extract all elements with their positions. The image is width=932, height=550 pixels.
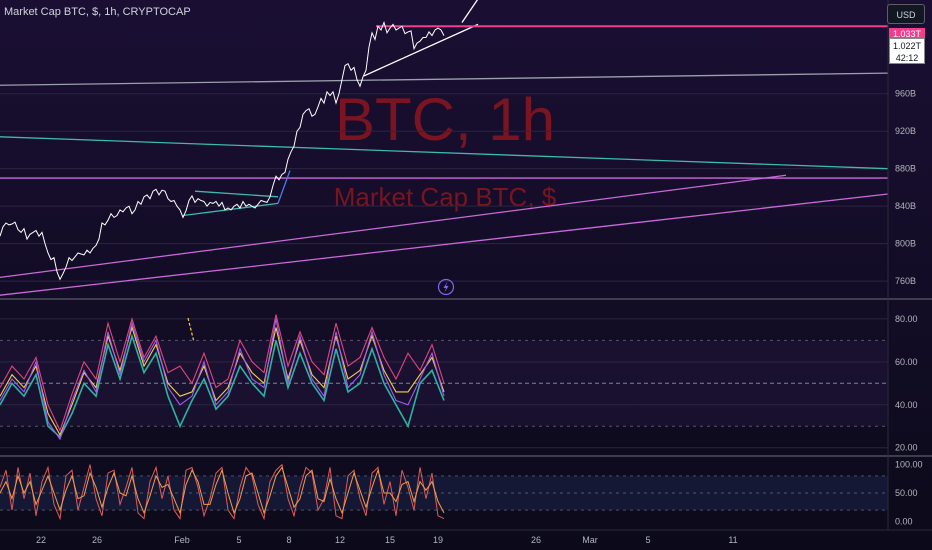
trendline-teal-line[interactable]	[0, 136, 889, 170]
x-tick-label: 15	[385, 535, 395, 545]
rsi-line	[0, 314, 445, 432]
x-tick-label: 22	[36, 535, 46, 545]
x-tick-label: 5	[645, 535, 650, 545]
main-y-tick-label: 920B	[895, 126, 916, 136]
last-price-tag: 1.022T 42:12	[889, 38, 925, 64]
x-tick-label: 26	[531, 535, 541, 545]
trendline-gray-line[interactable]	[0, 72, 889, 86]
stoch-line	[0, 466, 445, 515]
trendline-purple-lower[interactable]	[0, 193, 889, 296]
rsi-line	[0, 325, 445, 437]
main-gridlines	[0, 93, 888, 282]
trendline-white-steep[interactable]	[461, 0, 490, 23]
x-tick-label: 12	[335, 535, 345, 545]
watermark-symbol: BTC, 1h	[335, 86, 555, 153]
watermark-description: Market Cap BTC, $	[334, 182, 557, 212]
main-y-tick-label: 760B	[895, 276, 916, 286]
main-y-axis: 760B 800B 840B 880B 920B 960B	[895, 89, 916, 286]
stoch-y-axis: 0.00 50.00 100.00	[895, 460, 923, 527]
main-trendlines[interactable]	[0, 0, 889, 296]
stoch-y-tick-label: 100.00	[895, 460, 923, 470]
stoch-y-tick-label: 50.00	[895, 488, 918, 498]
price-line	[0, 20, 445, 281]
x-tick-label: 26	[92, 535, 102, 545]
trendline-blue-breakout[interactable]	[277, 170, 291, 204]
trendline-teal-flag-top[interactable]	[194, 190, 279, 198]
symbol-title[interactable]: Market Cap BTC, $, 1h, CRYPTOCAP	[4, 6, 191, 18]
trendline-white-trendline[interactable]	[363, 23, 479, 77]
x-tick-label: Mar	[582, 535, 598, 545]
bar-countdown: 42:12	[895, 53, 919, 63]
rsi-y-tick-label: 60.00	[895, 357, 918, 367]
rsi-y-axis: 20.00 40.00 60.00 80.00	[895, 314, 918, 453]
last-price-value: 1.022T	[892, 41, 922, 51]
x-tick-label: 19	[433, 535, 443, 545]
main-y-tick-label: 840B	[895, 201, 916, 211]
stoch-y-tick-label: 0.00	[895, 516, 913, 526]
x-tick-label: Feb	[174, 535, 190, 545]
lightning-icon[interactable]	[437, 278, 455, 296]
rsi-series	[0, 314, 445, 441]
time-axis[interactable]: 22 26 Feb 5 8 12 15 19 26 Mar 5 11	[36, 535, 738, 545]
rsi-line	[0, 333, 445, 439]
main-y-tick-label: 960B	[895, 89, 916, 99]
x-tick-label: 11	[728, 535, 737, 545]
rsi-y-tick-label: 80.00	[895, 314, 918, 324]
rsi-line	[0, 318, 445, 441]
x-tick-label: 8	[286, 535, 291, 545]
rsi-y-tick-label: 40.00	[895, 400, 918, 410]
main-y-tick-label: 800B	[895, 239, 916, 249]
rsi-y-tick-label: 20.00	[895, 443, 918, 453]
currency-button[interactable]: USD	[887, 4, 925, 24]
stoch-series	[0, 463, 445, 521]
rsi-dashed-marker	[187, 317, 195, 343]
x-tick-label: 5	[236, 535, 241, 545]
price-series	[0, 20, 445, 281]
resistance-price-tag: 1.033T	[889, 28, 925, 41]
trendline-purple-rising[interactable]	[0, 174, 787, 279]
main-y-tick-label: 880B	[895, 164, 916, 174]
